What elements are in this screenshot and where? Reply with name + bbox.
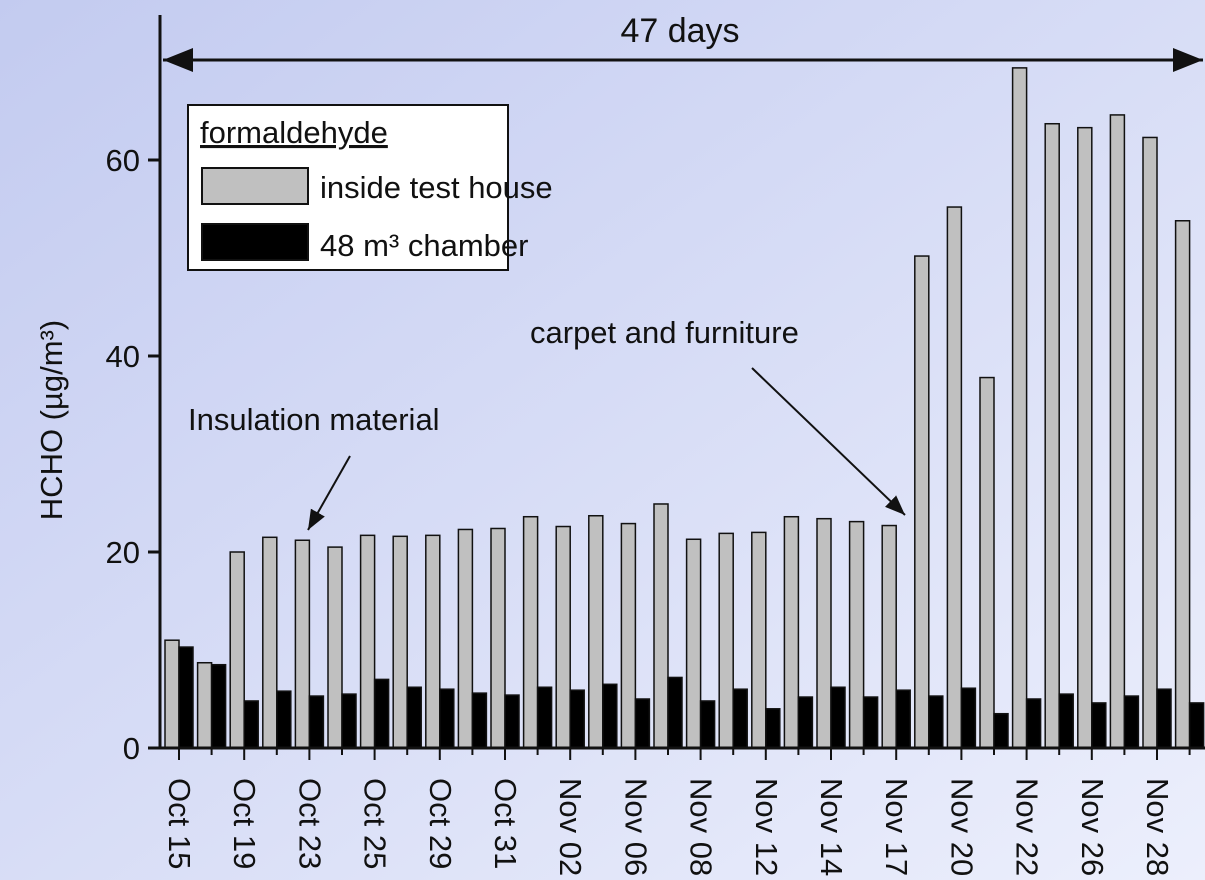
bar	[979, 376, 995, 749]
bar	[243, 700, 259, 749]
bar	[1174, 220, 1191, 749]
x-tick-label: Oct 23	[292, 778, 327, 869]
bar	[895, 689, 911, 749]
bar	[634, 698, 651, 749]
bar	[765, 708, 781, 749]
bar	[588, 514, 604, 749]
x-tick-label: Nov 20	[944, 778, 979, 876]
bar	[699, 700, 716, 749]
legend: formaldehyde inside test house 48 m³ cha…	[187, 104, 553, 271]
bar	[848, 520, 865, 749]
bar	[229, 551, 245, 749]
y-tick-label: 20	[106, 535, 140, 570]
bar	[718, 532, 734, 749]
x-tick-label: Nov 17	[879, 778, 914, 876]
bar	[620, 522, 637, 749]
legend-label: 48 m³ chamber	[320, 228, 528, 263]
x-tick-label: Nov 06	[618, 778, 653, 876]
y-tick-label: 60	[106, 143, 140, 178]
x-tick-label: Oct 31	[488, 778, 523, 869]
bar	[359, 534, 376, 749]
x-tick-label: Nov 08	[684, 778, 719, 876]
bar	[1077, 126, 1093, 749]
x-tick-label: Nov 28	[1140, 778, 1175, 876]
bar	[262, 536, 278, 749]
bar	[522, 515, 539, 749]
bar	[928, 695, 944, 749]
bar	[1011, 67, 1028, 749]
bar	[960, 687, 977, 749]
legend-title: formaldehyde	[200, 115, 388, 150]
bar	[783, 515, 800, 749]
bar	[457, 528, 474, 749]
bar	[732, 688, 748, 749]
bar	[602, 683, 618, 749]
bar	[327, 546, 343, 749]
bar	[276, 690, 292, 749]
x-tick-label: Nov 02	[553, 778, 588, 876]
x-tick-label: Nov 22	[1010, 778, 1045, 876]
bar	[490, 527, 506, 749]
bar	[914, 255, 930, 749]
legend-swatch	[201, 223, 309, 261]
annotation: 47 days	[620, 12, 739, 50]
bar	[1044, 122, 1060, 749]
annotation-arrow	[751, 367, 906, 516]
y-tick-label: 0	[123, 731, 140, 766]
bar	[210, 663, 227, 749]
x-tick-label: Nov 14	[814, 778, 849, 876]
bar	[862, 696, 879, 749]
bar	[439, 688, 455, 749]
bar	[294, 539, 311, 749]
bar	[471, 692, 488, 749]
bar	[685, 538, 702, 749]
x-tick-label: Nov 26	[1075, 778, 1110, 876]
legend-swatch	[201, 167, 309, 205]
bar	[555, 525, 571, 749]
bar	[425, 534, 441, 749]
bar	[667, 676, 683, 749]
bar	[830, 686, 846, 749]
bar	[881, 524, 897, 749]
annotation: carpet and furniture	[530, 315, 799, 350]
x-tick-label: Nov 12	[749, 778, 784, 876]
bar	[536, 686, 553, 749]
bar	[797, 696, 814, 749]
bar	[1058, 693, 1074, 749]
bar	[308, 695, 325, 749]
y-axis-label: HCHO (µg/m³)	[34, 320, 69, 520]
x-tick-label: Oct 29	[423, 778, 458, 869]
bar	[993, 712, 1009, 749]
bar	[341, 693, 357, 749]
bar	[373, 678, 390, 749]
x-tick-label: Oct 25	[358, 778, 393, 869]
bar	[1091, 702, 1107, 749]
bar	[406, 686, 422, 749]
bar	[751, 531, 767, 749]
bar	[569, 689, 585, 749]
bar	[653, 503, 669, 749]
annotation-arrow	[307, 455, 351, 531]
bar	[946, 206, 963, 749]
bar	[1123, 695, 1140, 749]
bar	[164, 639, 180, 749]
x-tick-label: Oct 15	[162, 778, 197, 869]
bar	[1142, 136, 1158, 749]
bar	[1156, 688, 1172, 749]
bar	[392, 535, 408, 749]
y-tick-label: 40	[106, 339, 140, 374]
bar	[816, 517, 832, 749]
bar	[504, 694, 520, 749]
x-tick-label: Oct 19	[227, 778, 262, 869]
annotation: Insulation material	[188, 402, 440, 437]
bar	[178, 646, 194, 749]
legend-label: inside test house	[320, 170, 553, 205]
bar	[1109, 114, 1126, 749]
bar	[1025, 698, 1042, 749]
bar	[1188, 702, 1205, 749]
bar	[196, 661, 213, 749]
